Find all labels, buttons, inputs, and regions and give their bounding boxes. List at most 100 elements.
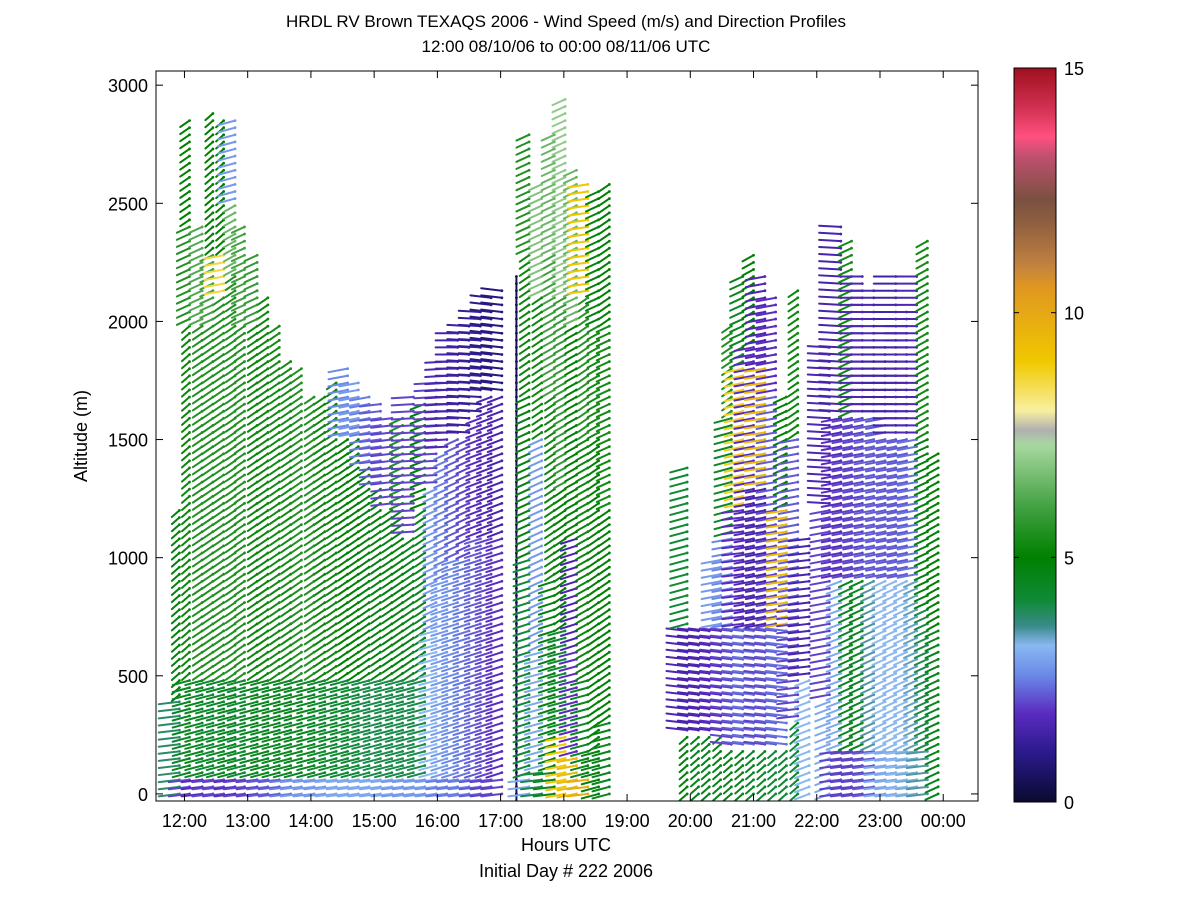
wind-barb-tip xyxy=(478,459,482,463)
wind-barb-tip xyxy=(300,686,303,690)
wind-barb-tip xyxy=(211,232,215,236)
wind-barb-tip xyxy=(527,317,531,321)
wind-barb xyxy=(257,544,269,554)
wind-barb xyxy=(170,601,181,611)
wind-barb xyxy=(406,700,426,708)
wind-barb xyxy=(362,750,382,757)
wind-barb-tip xyxy=(489,452,493,456)
wind-barb xyxy=(191,778,214,784)
wind-barb-tip xyxy=(489,714,493,718)
wind-barb xyxy=(201,778,225,784)
wind-barb-tip xyxy=(300,735,303,739)
wind-barb-tip xyxy=(177,544,181,548)
wind-barb xyxy=(358,665,371,674)
wind-barb-tip xyxy=(233,296,237,300)
wind-barb xyxy=(226,722,246,729)
wind-barb xyxy=(515,190,531,199)
wind-barb-tip xyxy=(445,672,449,675)
wind-barb-tip xyxy=(478,735,482,739)
wind-barb-tip xyxy=(411,601,415,604)
wind-barb-tip xyxy=(334,622,338,626)
wind-barb xyxy=(223,218,237,227)
wind-barb-tip xyxy=(411,572,415,576)
wind-barb xyxy=(475,530,493,539)
wind-barb xyxy=(291,644,303,653)
wind-barb xyxy=(184,729,204,736)
wind-barb-tip xyxy=(334,757,338,760)
wind-barb-tip xyxy=(277,509,281,512)
wind-barb xyxy=(474,608,493,616)
wind-barb xyxy=(435,792,459,798)
wind-barb xyxy=(544,551,556,561)
wind-barb-tip xyxy=(527,757,531,760)
wind-barb xyxy=(184,771,204,779)
wind-barb xyxy=(455,551,470,560)
wind-barb xyxy=(544,445,556,455)
wind-barb-tip xyxy=(266,409,270,413)
wind-barb-tip xyxy=(323,586,327,590)
wind-barb xyxy=(325,445,338,455)
wind-barb-tip xyxy=(456,764,460,767)
wind-barb xyxy=(234,523,246,532)
wind-barb xyxy=(403,587,415,596)
wind-barb xyxy=(202,481,214,490)
wind-barb xyxy=(370,544,382,554)
wind-barb xyxy=(443,445,459,454)
wind-barb-tip xyxy=(211,260,215,264)
wind-barb xyxy=(230,303,246,312)
wind-barb-tip xyxy=(243,239,246,243)
wind-barb xyxy=(303,509,316,518)
wind-barb-tip xyxy=(401,537,404,541)
wind-barb-tip xyxy=(188,579,191,583)
wind-barb xyxy=(373,736,393,743)
wind-barb-tip xyxy=(445,509,449,512)
wind-barb xyxy=(269,459,281,469)
wind-barb xyxy=(314,792,338,798)
wind-barb-tip xyxy=(300,749,303,753)
wind-barb-tip xyxy=(390,728,394,732)
wind-barb-tip xyxy=(456,742,460,746)
wind-barb xyxy=(201,785,225,791)
wind-barb xyxy=(418,736,438,743)
wind-barb-tip xyxy=(489,572,493,576)
wind-barb-tip xyxy=(563,735,567,739)
wind-barb xyxy=(269,778,292,784)
wind-barb-tip xyxy=(188,516,191,519)
wind-barb-tip xyxy=(379,537,382,541)
wind-barb xyxy=(269,594,281,603)
wind-barb-tip xyxy=(356,707,360,711)
wind-barb-tip xyxy=(277,360,281,363)
wind-barb-tip xyxy=(323,551,327,555)
wind-barb xyxy=(418,651,438,658)
wind-barb xyxy=(257,403,269,412)
wind-barb xyxy=(325,481,338,490)
wind-barb xyxy=(515,240,531,248)
wind-barb-tip xyxy=(356,459,360,463)
wind-barb-tip xyxy=(222,608,226,612)
wind-barb xyxy=(224,644,237,653)
wind-barb xyxy=(528,544,543,553)
wind-barb-tip xyxy=(489,558,493,562)
wind-barb xyxy=(325,587,338,596)
wind-barb xyxy=(296,764,316,772)
wind-barb xyxy=(180,608,191,618)
wind-barb-tip xyxy=(478,480,482,484)
wind-barb xyxy=(191,658,204,667)
wind-barb xyxy=(171,757,191,765)
wind-barb-tip xyxy=(379,757,382,760)
wind-barb xyxy=(213,509,225,518)
wind-barb xyxy=(269,381,281,391)
wind-barb xyxy=(474,644,493,652)
wind-barb xyxy=(414,651,426,660)
wind-barb-tip xyxy=(222,523,226,526)
wind-barb xyxy=(370,594,382,603)
wind-barb-tip xyxy=(500,530,504,534)
wind-barb xyxy=(406,729,426,736)
wind-barb xyxy=(170,530,181,540)
wind-barb xyxy=(195,764,214,772)
wind-barb xyxy=(430,587,448,595)
wind-barb xyxy=(246,325,259,334)
wind-barb xyxy=(325,573,338,582)
wind-barb xyxy=(204,119,214,129)
wind-barb xyxy=(314,445,326,455)
